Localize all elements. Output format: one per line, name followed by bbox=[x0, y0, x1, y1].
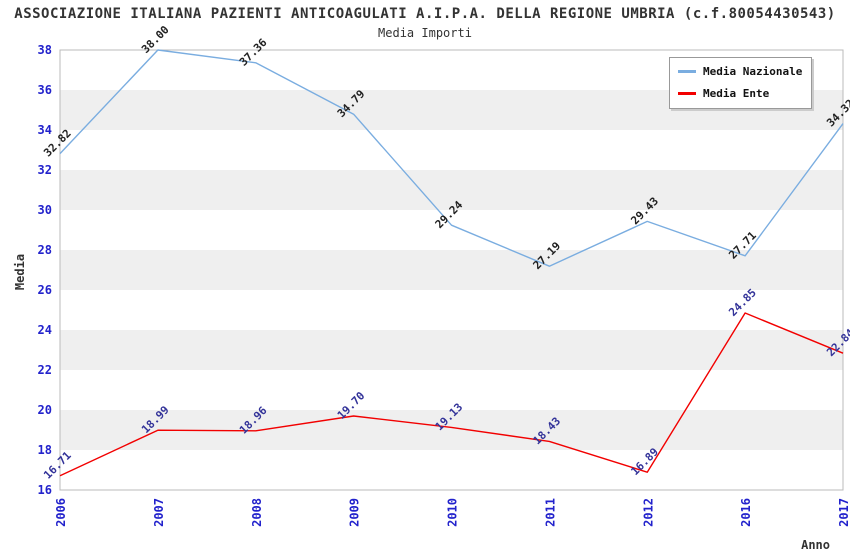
series-line-media-nazionale bbox=[59, 49, 844, 267]
series-lines bbox=[59, 49, 844, 477]
y-tick-label: 32 bbox=[38, 163, 52, 177]
x-tick-label: 2011 bbox=[543, 498, 557, 527]
y-axis-tick-labels: 16 18 20 22 24 26 28 30 32 34 36 38 bbox=[38, 43, 52, 497]
y-tick-label: 34 bbox=[38, 123, 52, 137]
data-point-label: 24.85 bbox=[726, 286, 759, 319]
data-point-label: 16.89 bbox=[628, 445, 661, 478]
x-axis-tick-labels: 2006 2007 2008 2009 2010 2011 2012 2016 2017 bbox=[54, 498, 850, 527]
x-tick-label: 2016 bbox=[739, 498, 753, 527]
y-axis-title: Media bbox=[13, 254, 27, 290]
x-tick-label: 2017 bbox=[837, 498, 850, 527]
y-tick-label: 36 bbox=[38, 83, 52, 97]
x-tick-label: 2006 bbox=[54, 498, 68, 527]
legend-swatch-blue-line-icon bbox=[678, 70, 696, 73]
grid-stripe bbox=[60, 250, 843, 290]
legend-item-media-nazionale: Media Nazionale bbox=[678, 65, 803, 78]
legend-item-media-ente: Media Ente bbox=[678, 87, 803, 100]
y-tick-label: 26 bbox=[38, 283, 52, 297]
grid-stripes bbox=[60, 90, 843, 450]
legend-box: Media Nazionale Media Ente bbox=[669, 57, 812, 109]
y-tick-label: 16 bbox=[38, 483, 52, 497]
series-line-media-ente bbox=[59, 312, 844, 477]
y-tick-label: 30 bbox=[38, 203, 52, 217]
x-tick-label: 2010 bbox=[446, 498, 460, 527]
legend-swatch-red-line-icon bbox=[678, 92, 696, 95]
y-tick-label: 28 bbox=[38, 243, 52, 257]
y-tick-label: 38 bbox=[38, 43, 52, 57]
grid-stripe bbox=[60, 330, 843, 370]
x-axis-title: Anno bbox=[801, 538, 830, 550]
chart-subtitle: Media Importi bbox=[378, 26, 472, 40]
y-tick-label: 20 bbox=[38, 403, 52, 417]
x-tick-label: 2012 bbox=[641, 498, 655, 527]
grid-stripe bbox=[60, 170, 843, 210]
data-point-label: 37.36 bbox=[237, 36, 270, 69]
y-tick-label: 18 bbox=[38, 443, 52, 457]
y-tick-label: 24 bbox=[38, 323, 52, 337]
y-tick-label: 22 bbox=[38, 363, 52, 377]
x-tick-label: 2009 bbox=[348, 498, 362, 527]
x-tick-label: 2007 bbox=[152, 498, 166, 527]
chart-title: ASSOCIAZIONE ITALIANA PAZIENTI ANTICOAGU… bbox=[14, 6, 836, 22]
x-tick-label: 2008 bbox=[250, 498, 264, 527]
legend-label: Media Ente bbox=[703, 87, 770, 100]
plot-border bbox=[59, 49, 844, 491]
legend-label: Media Nazionale bbox=[703, 65, 803, 78]
